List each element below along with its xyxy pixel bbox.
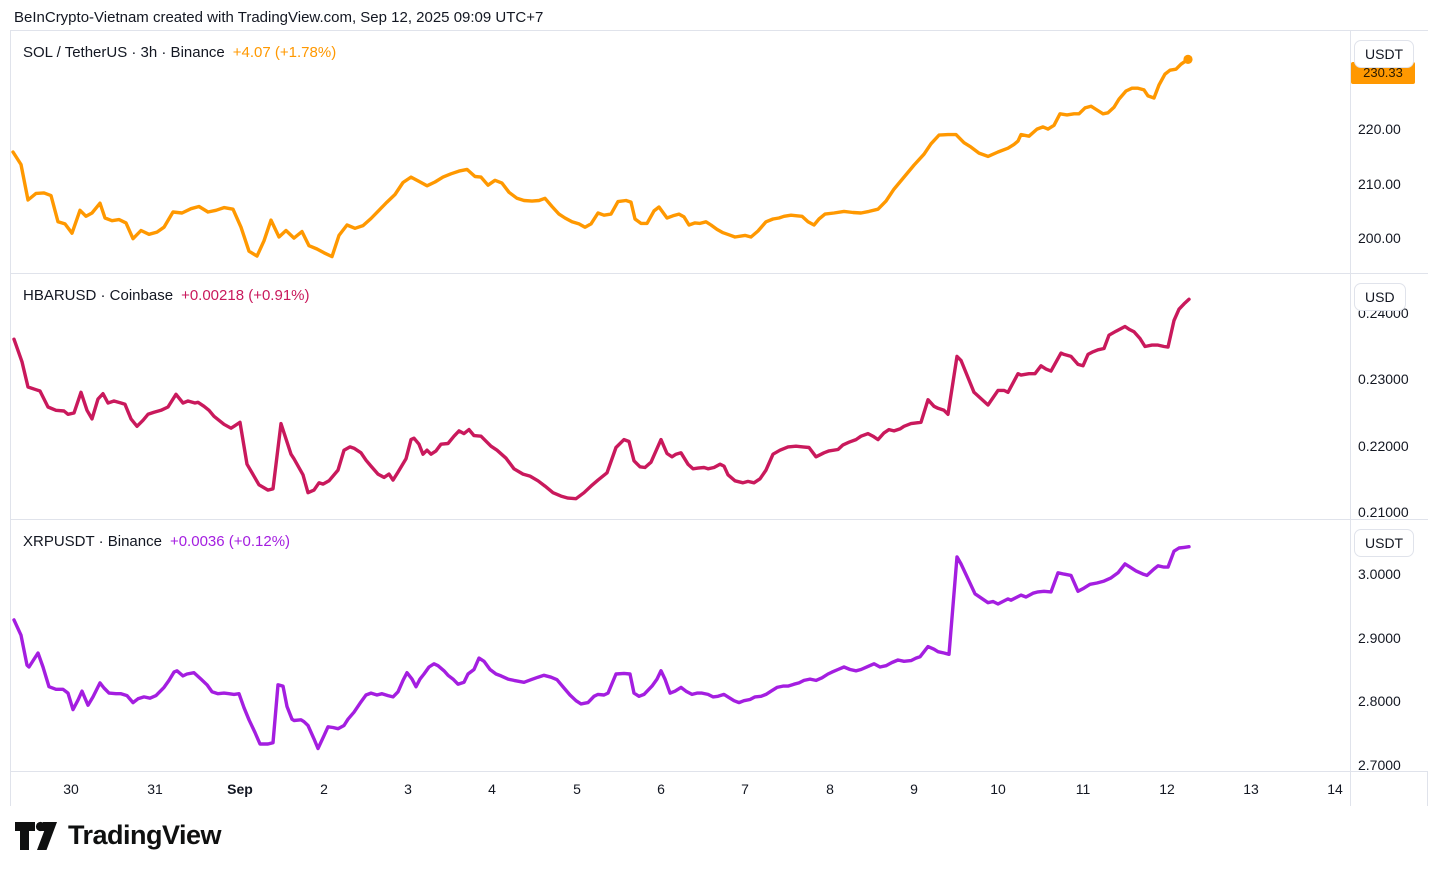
time-tick-label: 9 (910, 781, 918, 797)
xrp-price-axis[interactable]: USDT 3.0000 2.9000 2.8000 2.7000 (1350, 520, 1428, 773)
sol-change-text: +4.07 (+1.78%) (232, 44, 337, 61)
price-tick-label: 2.9000 (1358, 629, 1401, 646)
time-tick-label: 30 (63, 781, 79, 797)
tradingview-logo-text: TradingView (68, 820, 222, 850)
time-tick-label: 8 (826, 781, 834, 797)
price-tick-label: 2.7000 (1358, 757, 1401, 773)
time-tick-label: 11 (1075, 781, 1091, 797)
hbar-plot-area[interactable] (11, 274, 1350, 519)
time-tick-label: 7 (741, 781, 749, 797)
price-tick-label: 0.22000 (1358, 437, 1409, 454)
panel-hbar: USD 0.24000 0.23000 0.22000 0.21000 HBARUSD… (11, 273, 1428, 521)
time-tick-label: 4 (488, 781, 496, 797)
tradingview-logo-icon (15, 821, 57, 850)
hbar-currency-button[interactable]: USD (1354, 283, 1406, 311)
price-tick-label: 0.23000 (1358, 371, 1409, 388)
panel-xrp: USDT 3.0000 2.9000 2.8000 2.7000 XRPUSDT · … (11, 519, 1428, 773)
sol-symbol-title[interactable]: SOL / TetherUS · 3h · Binance (23, 44, 225, 61)
hbar-change-text: +0.00218 (+0.91%) (181, 287, 310, 304)
tradingview-logo[interactable]: TradingView (14, 820, 222, 851)
hbar-price-axis[interactable]: USD 0.24000 0.23000 0.22000 0.21000 (1350, 274, 1428, 521)
panel-sol: 230.33 USDT 220.00 210.00 200.00 SOL / Tet… (11, 31, 1428, 273)
time-tick-label: Sep (227, 781, 253, 797)
time-tick-label: 31 (147, 781, 163, 797)
xrp-symbol-title[interactable]: XRPUSDT · Binance (23, 533, 162, 550)
time-tick-label: 2 (320, 781, 328, 797)
price-tick-label: 2.8000 (1358, 693, 1401, 710)
time-tick-label: 3 (404, 781, 412, 797)
price-tick-label: 3.0000 (1358, 566, 1401, 583)
time-tick-label: 10 (990, 781, 1006, 797)
sol-currency-button[interactable]: USDT (1354, 40, 1415, 68)
price-tick-label: 220.00 (1358, 121, 1401, 138)
attribution-text: BeInCrypto-Vietnam created with TradingV… (14, 9, 544, 26)
time-tick-label: 14 (1327, 781, 1343, 797)
sol-plot-area[interactable] (11, 31, 1350, 273)
time-axis-divider (1350, 772, 1351, 806)
sol-price-axis[interactable]: 230.33 USDT 220.00 210.00 200.00 (1350, 31, 1428, 273)
hbar-symbol-title[interactable]: HBARUSD · Coinbase (23, 287, 174, 304)
hbar-title-row: HBARUSD · Coinbase +0.00218 (+0.91%) (23, 287, 310, 304)
chart-frame: 230.33 USDT 220.00 210.00 200.00 SOL / Tet… (10, 30, 1428, 806)
xrp-change-text: +0.0036 (+0.12%) (169, 533, 291, 550)
time-tick-label: 12 (1159, 781, 1175, 797)
time-tick-label: 5 (573, 781, 581, 797)
xrp-title-row: XRPUSDT · Binance +0.0036 (+0.12%) (23, 533, 290, 550)
price-tick-label: 200.00 (1358, 230, 1401, 247)
xrp-plot-area[interactable] (11, 520, 1350, 771)
price-tick-label: 0.21000 (1358, 504, 1409, 521)
sol-title-row: SOL / TetherUS · 3h · Binance +4.07 (+1.7… (23, 44, 336, 61)
price-tick-label: 210.00 (1358, 175, 1401, 192)
time-axis[interactable]: 30 31 Sep 2 3 4 5 6 7 8 9 10 11 12 13 14 (11, 771, 1427, 806)
time-tick-label: 6 (657, 781, 665, 797)
xrp-currency-button[interactable]: USDT (1354, 529, 1415, 557)
time-tick-label: 13 (1243, 781, 1259, 797)
